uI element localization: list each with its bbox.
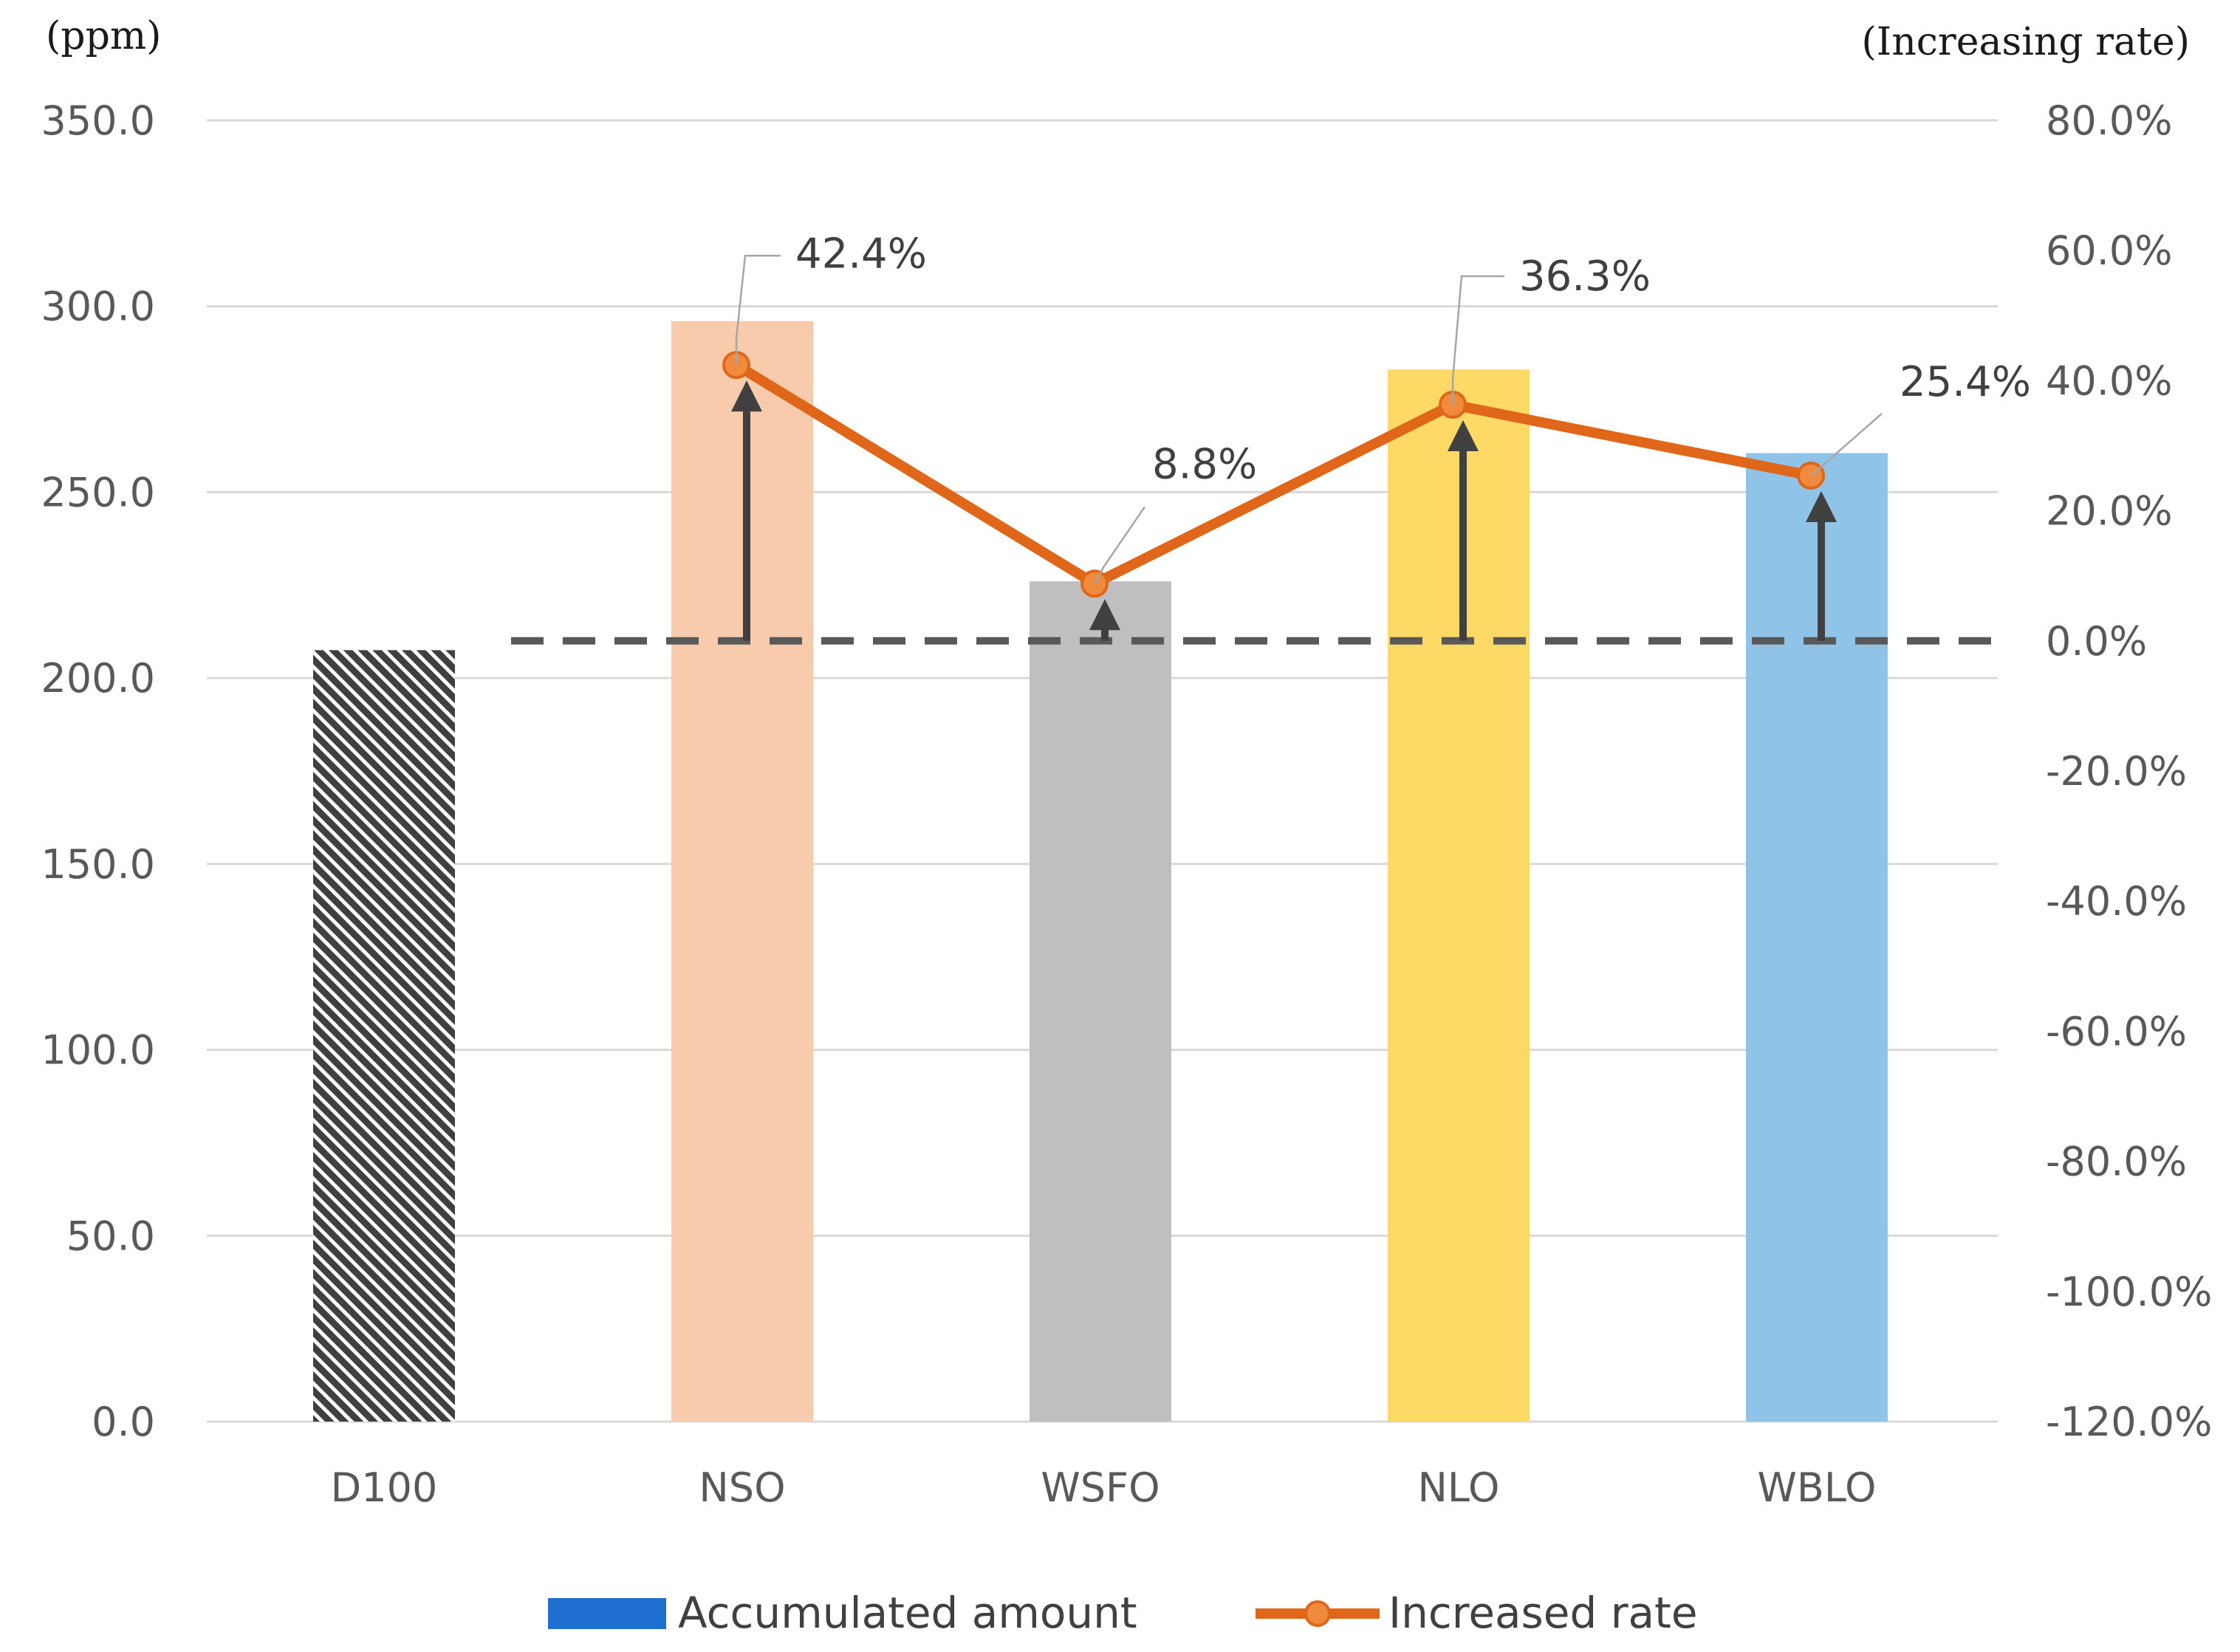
right-tick-label: -40.0%	[2046, 878, 2187, 925]
right-tick-label: 40.0%	[2046, 357, 2173, 404]
right-tick-label: -100.0%	[2046, 1269, 2212, 1315]
category-label-nso: NSO	[699, 1464, 785, 1511]
increase-arrows	[731, 380, 1837, 641]
left-axis-ticks: 0.0 50.0 100.0 150.0 200.0 250.0 300.0 350.0	[41, 97, 155, 1445]
rate-labels: 42.4% 8.8% 36.3% 25.4%	[795, 230, 2031, 488]
right-tick-label: 20.0%	[2046, 488, 2173, 535]
left-tick-label: 0.0	[92, 1399, 155, 1445]
bar-wsfo	[1030, 581, 1171, 1422]
rate-label-nso: 42.4%	[795, 230, 927, 278]
legend: Accumulated amount Increased rate	[548, 1588, 1698, 1638]
left-tick-label: 300.0	[41, 284, 155, 330]
bars	[313, 321, 1888, 1422]
rate-polyline	[733, 360, 1812, 589]
right-tick-label: 80.0%	[2046, 97, 2173, 144]
category-labels: D100 NSO WSFO NLO WBLO	[331, 1464, 1877, 1511]
leader-line	[1093, 506, 1146, 584]
legend-swatch-accumulated	[548, 1598, 666, 1629]
category-label-wsfo: WSFO	[1041, 1464, 1160, 1511]
rate-line	[722, 351, 1825, 598]
bar-wblo	[1746, 453, 1888, 1422]
right-tick-label: 0.0%	[2046, 618, 2147, 665]
left-tick-label: 50.0	[66, 1213, 155, 1259]
right-tick-label: 60.0%	[2046, 227, 2173, 274]
right-tick-label: -120.0%	[2046, 1399, 2212, 1445]
label-leaders	[735, 255, 1883, 584]
left-tick-label: 200.0	[41, 655, 155, 702]
legend-label-accumulated: Accumulated amount	[678, 1588, 1137, 1638]
bar-nlo	[1388, 369, 1530, 1422]
left-tick-label: 150.0	[41, 841, 155, 888]
leader-line	[735, 255, 781, 366]
leader-line	[1451, 275, 1504, 405]
category-label-nlo: NLO	[1417, 1464, 1499, 1511]
legend-label-rate: Increased rate	[1388, 1588, 1698, 1638]
left-tick-label: 350.0	[41, 97, 155, 144]
rate-label-nlo: 36.3%	[1519, 253, 1651, 301]
bar-d100	[313, 650, 455, 1422]
right-tick-label: -80.0%	[2046, 1139, 2187, 1185]
left-axis-label: (ppm)	[46, 14, 161, 58]
left-tick-label: 250.0	[41, 469, 155, 515]
category-label-wblo: WBLO	[1757, 1464, 1876, 1511]
category-label-d100: D100	[331, 1464, 438, 1511]
left-tick-label: 100.0	[41, 1027, 155, 1074]
right-tick-label: -60.0%	[2046, 1008, 2187, 1055]
right-axis-label: (Increasing rate)	[1861, 20, 2190, 64]
rate-label-wsfo: 8.8%	[1152, 440, 1257, 488]
legend-swatch-rate-marker	[1304, 1600, 1331, 1627]
bar-nso	[671, 321, 813, 1422]
right-tick-label: -20.0%	[2046, 748, 2187, 795]
leader-line	[1810, 413, 1883, 476]
rate-label-wblo: 25.4%	[1900, 358, 2031, 406]
right-axis-ticks: -120.0% -100.0% -80.0% -60.0% -40.0% -20.0% 0.…	[2046, 97, 2212, 1445]
